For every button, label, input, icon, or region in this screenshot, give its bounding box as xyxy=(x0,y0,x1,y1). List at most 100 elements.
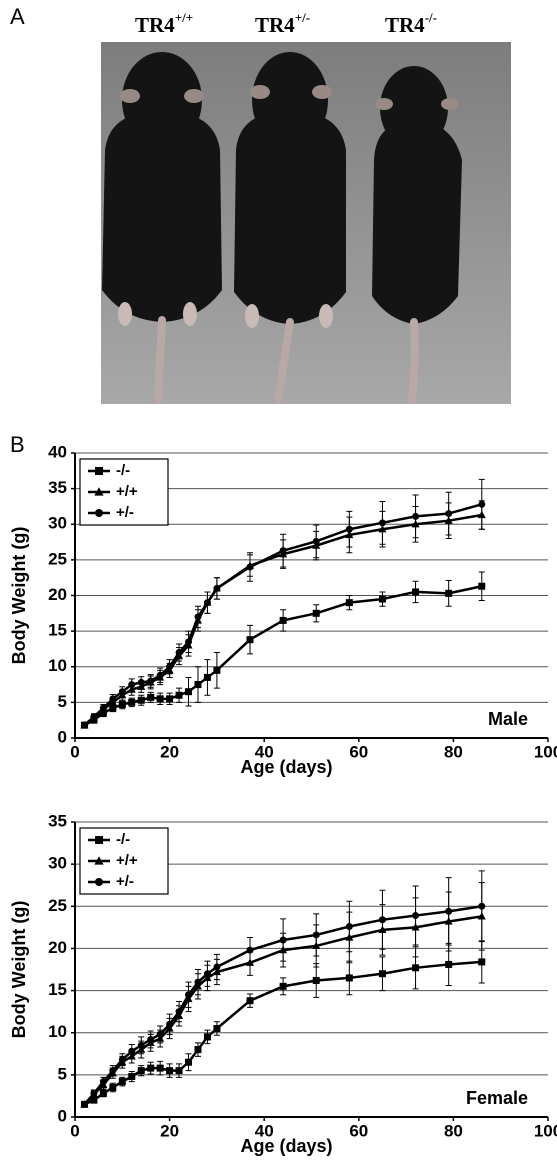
marker xyxy=(478,582,486,590)
marker xyxy=(90,1089,98,1097)
x-tick-label: 80 xyxy=(444,742,463,761)
marker xyxy=(109,1084,117,1091)
legend-label: +/- xyxy=(116,873,134,890)
y-tick-label: 35 xyxy=(48,478,67,497)
marker xyxy=(80,1100,88,1108)
x-tick-label: 40 xyxy=(255,1121,274,1140)
marker xyxy=(99,704,107,712)
annotation: Female xyxy=(466,1088,528,1108)
marker xyxy=(156,671,164,679)
annotation: Male xyxy=(488,709,528,729)
legend-marker xyxy=(94,487,104,496)
marker xyxy=(185,638,193,646)
marker xyxy=(175,1067,183,1075)
genotype-sup: -/- xyxy=(425,10,437,25)
marker xyxy=(203,673,211,681)
legend-marker xyxy=(95,878,103,886)
marker xyxy=(156,1030,164,1038)
marker xyxy=(412,588,420,596)
marker xyxy=(90,713,98,721)
y-tick-label: 35 xyxy=(48,811,67,830)
marker xyxy=(345,923,353,931)
marker xyxy=(246,636,254,644)
marker xyxy=(166,1067,174,1075)
marker xyxy=(279,936,287,944)
marker xyxy=(175,691,183,699)
x-tick-label: 100 xyxy=(534,1121,557,1140)
legend-marker xyxy=(95,509,103,517)
marker xyxy=(412,964,420,972)
marker xyxy=(194,978,202,986)
y-tick-label: 25 xyxy=(48,549,67,568)
y-tick-label: 5 xyxy=(58,1064,67,1083)
legend-marker xyxy=(95,836,103,844)
x-tick-label: 60 xyxy=(349,1121,368,1140)
marker xyxy=(147,1064,155,1072)
genotype-base: TR4 xyxy=(255,13,295,37)
marker xyxy=(445,960,453,968)
marker xyxy=(118,1078,126,1086)
y-axis-label: Body Weight (g) xyxy=(9,901,29,1039)
y-tick-label: 0 xyxy=(58,1106,67,1125)
marker xyxy=(445,589,453,597)
marker xyxy=(185,688,193,696)
legend-label: +/+ xyxy=(116,483,138,500)
marker xyxy=(478,958,486,966)
marker xyxy=(478,902,486,910)
x-tick-label: 80 xyxy=(444,1121,463,1140)
x-tick-label: 20 xyxy=(160,1121,179,1140)
marker xyxy=(109,704,117,712)
marker xyxy=(147,693,155,701)
marker xyxy=(137,678,145,686)
marker xyxy=(147,677,155,685)
legend-marker xyxy=(95,467,103,475)
marker xyxy=(246,563,254,571)
marker xyxy=(194,681,202,689)
series-line xyxy=(83,585,483,727)
marker xyxy=(213,963,221,971)
marker xyxy=(378,519,386,527)
marker xyxy=(166,695,174,703)
x-tick-label: 0 xyxy=(70,742,79,761)
y-tick-label: 10 xyxy=(48,656,67,675)
genotype-base: TR4 xyxy=(135,13,175,37)
marker xyxy=(279,616,287,624)
marker xyxy=(345,599,353,607)
marker xyxy=(99,1089,107,1097)
marker xyxy=(80,721,88,729)
marker xyxy=(412,912,420,920)
x-tick-label: 60 xyxy=(349,742,368,761)
marker xyxy=(345,974,353,982)
marker xyxy=(445,510,453,518)
panel-label: A xyxy=(10,4,25,29)
marker xyxy=(213,584,221,592)
legend-label: +/+ xyxy=(116,852,138,869)
marker xyxy=(128,681,136,689)
legend-label: -/- xyxy=(116,831,130,848)
legend-marker xyxy=(94,856,104,865)
genotype-label: TR4+/+ xyxy=(135,10,193,37)
genotype-sup: +/- xyxy=(295,10,310,25)
marker xyxy=(185,991,193,999)
photo xyxy=(101,42,511,404)
marker xyxy=(118,701,126,709)
marker xyxy=(137,696,145,704)
y-tick-label: 15 xyxy=(48,980,67,999)
marker xyxy=(147,1035,155,1043)
marker xyxy=(194,1046,202,1054)
marker xyxy=(90,1096,98,1104)
y-tick-label: 20 xyxy=(48,585,67,604)
marker xyxy=(203,970,211,978)
marker xyxy=(118,688,126,696)
marker xyxy=(246,997,254,1005)
marker xyxy=(166,663,174,671)
marker xyxy=(128,1047,136,1055)
y-tick-label: 20 xyxy=(48,938,67,957)
marker xyxy=(279,982,287,990)
marker xyxy=(128,1073,136,1081)
marker xyxy=(118,1056,126,1064)
genotype-sup: +/+ xyxy=(175,10,193,25)
legend-label: -/- xyxy=(116,462,130,479)
marker xyxy=(378,916,386,924)
